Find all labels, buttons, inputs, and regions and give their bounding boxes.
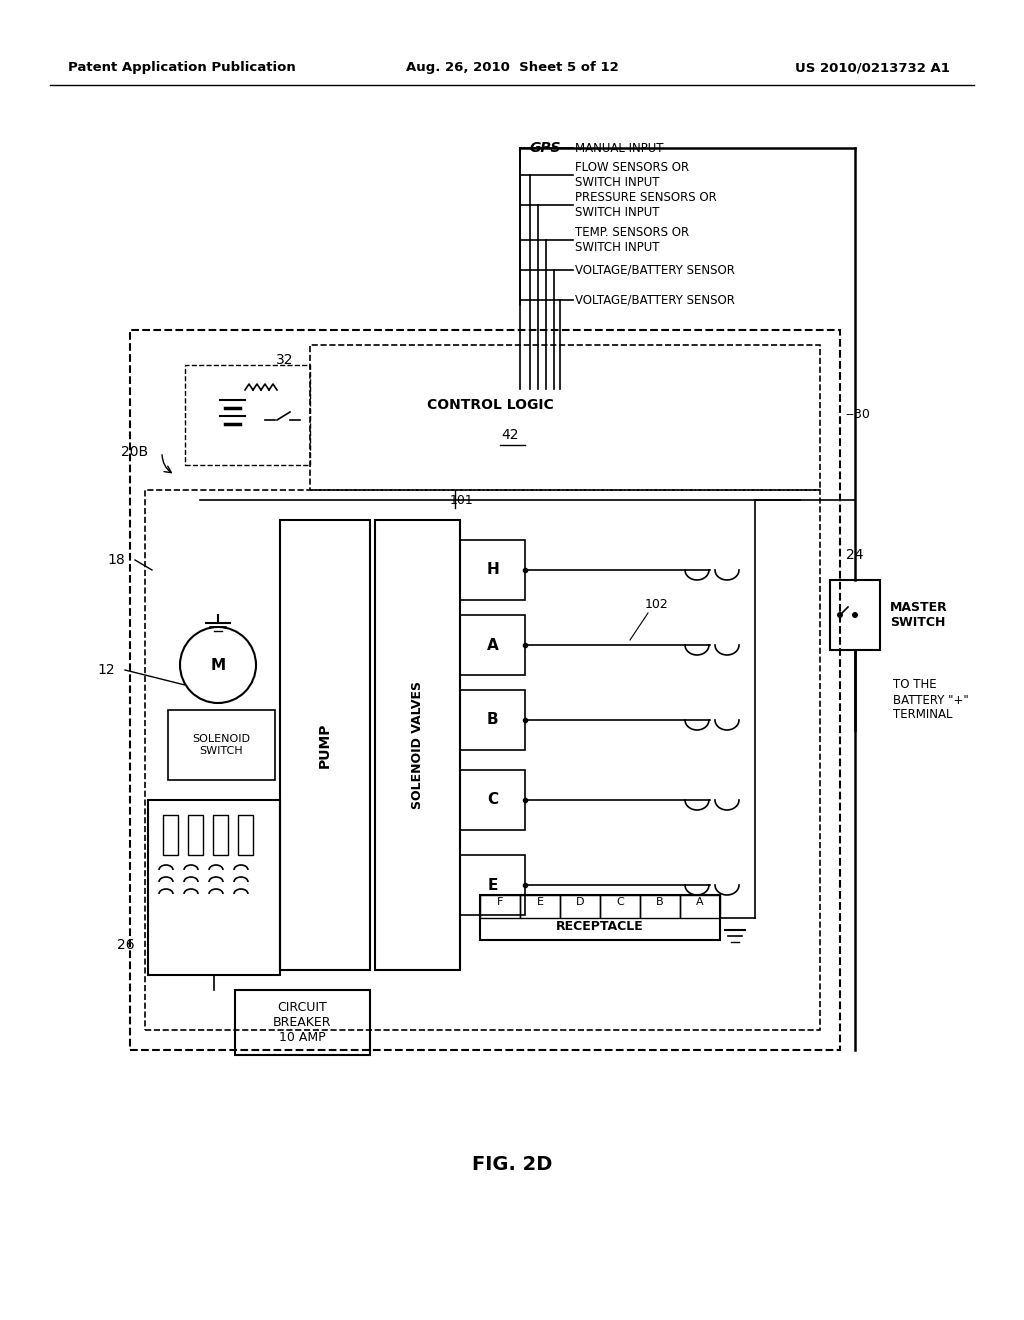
Text: 24: 24 — [846, 548, 864, 562]
Bar — [185, 366, 310, 465]
Text: CIRCUIT
BREAKER
10 AMP: CIRCUIT BREAKER 10 AMP — [273, 1001, 332, 1044]
Text: 42: 42 — [502, 428, 519, 442]
Text: F: F — [497, 896, 503, 907]
Bar — [640, 895, 680, 917]
Bar — [148, 800, 280, 975]
Text: MASTER
SWITCH: MASTER SWITCH — [890, 601, 948, 630]
Text: 32: 32 — [276, 352, 294, 367]
Circle shape — [852, 612, 858, 618]
Bar — [680, 895, 720, 917]
Bar — [460, 770, 525, 830]
Text: MANUAL INPUT: MANUAL INPUT — [575, 141, 664, 154]
Text: SOLENOID
SWITCH: SOLENOID SWITCH — [193, 734, 251, 756]
Text: E: E — [537, 896, 544, 907]
Bar — [460, 540, 525, 601]
Text: C: C — [487, 792, 498, 808]
Text: H: H — [486, 562, 499, 578]
Bar — [460, 690, 525, 750]
Text: 101: 101 — [450, 494, 474, 507]
Bar — [234, 990, 370, 1055]
Bar — [830, 579, 880, 649]
Bar — [163, 814, 178, 855]
Text: --30: --30 — [845, 408, 869, 421]
Text: Aug. 26, 2010  Sheet 5 of 12: Aug. 26, 2010 Sheet 5 of 12 — [406, 62, 618, 74]
Text: PUMP: PUMP — [318, 722, 332, 768]
Bar — [188, 814, 203, 855]
Bar — [560, 895, 600, 917]
Text: 18: 18 — [108, 553, 125, 568]
Bar — [213, 814, 228, 855]
Text: D: D — [575, 896, 585, 907]
Text: CONTROL LOGIC: CONTROL LOGIC — [427, 399, 553, 412]
Text: GPS: GPS — [530, 141, 561, 154]
Bar — [145, 490, 820, 1030]
Bar — [168, 710, 275, 780]
Circle shape — [837, 612, 843, 618]
Bar — [130, 330, 840, 1049]
Text: PRESSURE SENSORS OR
SWITCH INPUT: PRESSURE SENSORS OR SWITCH INPUT — [575, 191, 717, 219]
Text: E: E — [487, 878, 498, 892]
Text: C: C — [616, 896, 624, 907]
Bar — [375, 520, 460, 970]
Bar — [480, 895, 520, 917]
Text: Patent Application Publication: Patent Application Publication — [68, 62, 296, 74]
Text: TO THE
BATTERY "+"
TERMINAL: TO THE BATTERY "+" TERMINAL — [893, 678, 969, 722]
Text: 12: 12 — [97, 663, 115, 677]
Bar — [600, 895, 640, 917]
Text: M: M — [211, 657, 225, 672]
Bar — [480, 895, 720, 940]
Text: US 2010/0213732 A1: US 2010/0213732 A1 — [795, 62, 950, 74]
Text: FLOW SENSORS OR
SWITCH INPUT: FLOW SENSORS OR SWITCH INPUT — [575, 161, 689, 189]
Text: 26: 26 — [118, 939, 135, 952]
Bar — [310, 345, 820, 490]
Text: VOLTAGE/BATTERY SENSOR: VOLTAGE/BATTERY SENSOR — [575, 264, 735, 276]
Text: RECEPTACLE: RECEPTACLE — [556, 920, 644, 933]
Text: A: A — [486, 638, 499, 652]
Bar — [460, 855, 525, 915]
Bar — [238, 814, 253, 855]
Bar — [520, 895, 560, 917]
Text: TEMP. SENSORS OR
SWITCH INPUT: TEMP. SENSORS OR SWITCH INPUT — [575, 226, 689, 253]
Text: 20B: 20B — [121, 445, 148, 459]
Text: FIG. 2D: FIG. 2D — [472, 1155, 552, 1175]
Text: B: B — [656, 896, 664, 907]
Text: A: A — [696, 896, 703, 907]
Text: VOLTAGE/BATTERY SENSOR: VOLTAGE/BATTERY SENSOR — [575, 293, 735, 306]
FancyArrowPatch shape — [162, 455, 171, 473]
Text: B: B — [486, 713, 499, 727]
Text: SOLENOID VALVES: SOLENOID VALVES — [411, 681, 424, 809]
Text: 102: 102 — [645, 598, 669, 611]
Bar — [460, 615, 525, 675]
Bar — [280, 520, 370, 970]
